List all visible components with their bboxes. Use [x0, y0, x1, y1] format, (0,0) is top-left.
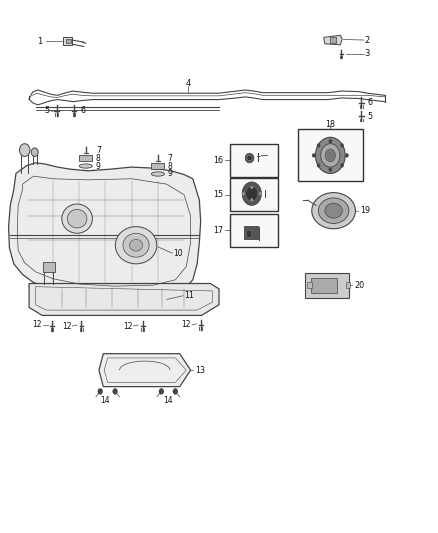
Circle shape: [19, 144, 30, 157]
Bar: [297, 130, 363, 181]
Bar: [66, 39, 71, 43]
Text: 12: 12: [33, 320, 42, 329]
FancyBboxPatch shape: [305, 273, 349, 298]
Ellipse shape: [312, 192, 356, 229]
Circle shape: [328, 167, 332, 172]
Circle shape: [317, 143, 320, 148]
Circle shape: [345, 154, 349, 158]
Text: 13: 13: [195, 366, 205, 375]
Ellipse shape: [115, 227, 157, 264]
Circle shape: [317, 163, 320, 167]
Text: 18: 18: [325, 119, 336, 128]
Circle shape: [259, 192, 261, 195]
Circle shape: [31, 148, 38, 157]
Bar: [230, 178, 278, 211]
Polygon shape: [324, 35, 342, 45]
Text: 17: 17: [213, 226, 223, 235]
Text: 4: 4: [186, 78, 191, 87]
Circle shape: [321, 144, 340, 167]
Circle shape: [173, 388, 178, 394]
Text: 7: 7: [96, 146, 101, 155]
Circle shape: [328, 139, 332, 143]
Polygon shape: [99, 354, 191, 386]
Bar: [151, 164, 164, 168]
Text: 20: 20: [354, 280, 364, 289]
Circle shape: [159, 388, 164, 394]
Bar: [230, 214, 278, 247]
Text: 16: 16: [213, 156, 223, 165]
Ellipse shape: [325, 203, 343, 218]
Bar: [330, 37, 336, 43]
Bar: [246, 230, 251, 237]
Text: 1: 1: [37, 37, 42, 46]
Text: 9: 9: [96, 161, 101, 171]
Circle shape: [312, 154, 315, 158]
Bar: [307, 282, 311, 288]
Text: 12: 12: [62, 321, 71, 330]
Circle shape: [251, 186, 253, 189]
Text: 2: 2: [365, 36, 370, 45]
Ellipse shape: [79, 164, 92, 168]
Circle shape: [251, 198, 253, 201]
Circle shape: [340, 163, 344, 167]
Ellipse shape: [318, 198, 349, 223]
Text: 6: 6: [367, 98, 372, 107]
Text: 11: 11: [184, 291, 194, 300]
Text: 3: 3: [365, 50, 370, 58]
Polygon shape: [9, 163, 201, 296]
Ellipse shape: [123, 233, 149, 257]
Circle shape: [98, 388, 103, 394]
Text: 19: 19: [360, 206, 370, 215]
Polygon shape: [29, 284, 219, 316]
Ellipse shape: [245, 154, 254, 163]
Text: 12: 12: [182, 320, 191, 329]
Bar: [230, 144, 278, 176]
Circle shape: [340, 143, 344, 148]
Bar: [346, 282, 350, 288]
Text: 8: 8: [167, 161, 172, 171]
Bar: [311, 278, 337, 293]
Bar: [79, 156, 92, 161]
Text: 15: 15: [213, 190, 223, 199]
Ellipse shape: [247, 156, 252, 161]
Circle shape: [242, 182, 261, 205]
Circle shape: [113, 388, 118, 394]
Ellipse shape: [67, 209, 87, 228]
Text: 8: 8: [96, 154, 101, 163]
Ellipse shape: [62, 204, 92, 233]
Text: 9: 9: [167, 169, 173, 179]
Text: 14: 14: [101, 396, 110, 405]
Text: 10: 10: [173, 249, 183, 258]
Circle shape: [246, 186, 258, 201]
Text: 14: 14: [163, 396, 173, 405]
Text: 7: 7: [167, 154, 173, 163]
Ellipse shape: [151, 172, 164, 176]
Bar: [244, 226, 258, 239]
Circle shape: [242, 192, 245, 195]
Ellipse shape: [130, 239, 143, 251]
Text: 5: 5: [367, 111, 373, 120]
Circle shape: [315, 138, 345, 173]
Text: 6: 6: [80, 106, 85, 115]
Text: 12: 12: [123, 321, 133, 330]
Circle shape: [325, 149, 336, 162]
Bar: [42, 262, 55, 272]
Text: 5: 5: [45, 106, 49, 115]
Bar: [63, 37, 72, 45]
